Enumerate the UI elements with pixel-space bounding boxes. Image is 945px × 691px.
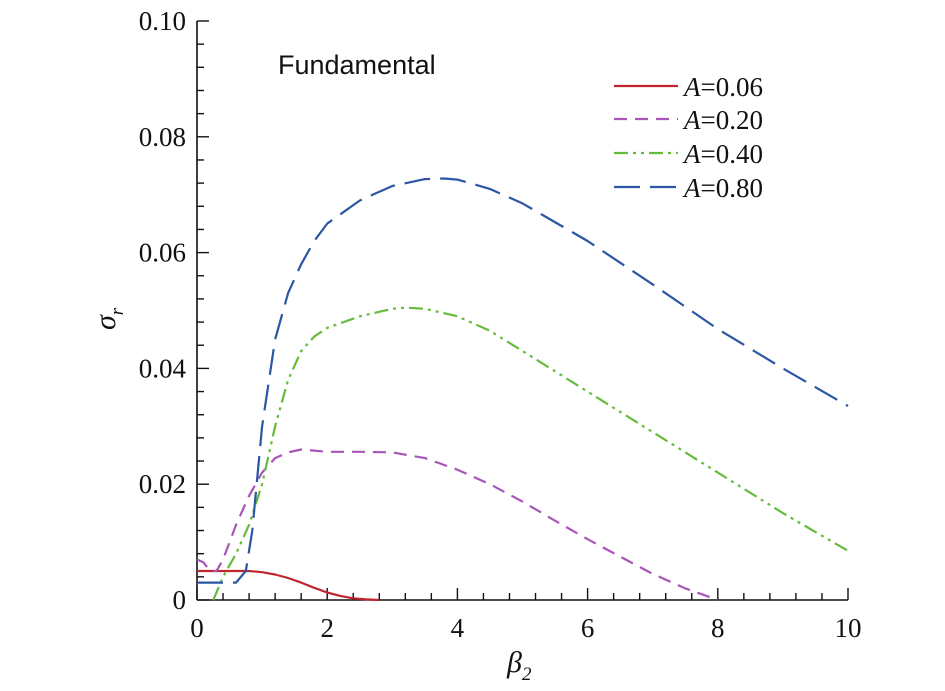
legend-label-3: A=0.40 <box>682 139 763 169</box>
y-axis-title: σr <box>89 307 128 330</box>
x-axis-title-main: β <box>506 646 522 679</box>
legend-var: A <box>682 173 701 203</box>
y-tick-label: 0.10 <box>139 6 186 36</box>
y-tick-label: 0.02 <box>139 469 186 499</box>
ticks <box>196 20 849 601</box>
legend-var: A <box>682 105 701 135</box>
legend: A=0.06A=0.20A=0.40A=0.80 <box>614 72 763 203</box>
series-layer <box>196 177 849 602</box>
y-axis-title-main: σ <box>89 314 122 330</box>
x-tick-label: 8 <box>711 613 725 643</box>
legend-label-1: A=0.06 <box>682 72 763 102</box>
legend-value: =0.06 <box>701 72 763 102</box>
x-tick-label: 0 <box>190 613 204 643</box>
series-line-3 <box>212 306 849 601</box>
y-axis-title-sub: r <box>107 307 128 315</box>
legend-var: A <box>682 72 701 102</box>
axes <box>196 21 848 601</box>
y-tick-label: 0.06 <box>139 238 186 268</box>
y-tick-label: 0.04 <box>139 353 187 383</box>
legend-value: =0.80 <box>701 173 763 203</box>
series-line-1 <box>197 569 380 602</box>
legend-label-4: A=0.80 <box>682 173 763 203</box>
legend-var: A <box>682 139 701 169</box>
annotation-label: Fundamental <box>278 50 436 80</box>
x-tick-label: 6 <box>581 613 595 643</box>
legend-label-2: A=0.20 <box>682 105 763 135</box>
x-tick-label: 4 <box>451 613 465 643</box>
y-tick-label: 0 <box>173 585 187 615</box>
legend-value: =0.40 <box>701 139 763 169</box>
x-tick-label: 2 <box>320 613 334 643</box>
y-tick-label: 0.08 <box>139 122 186 152</box>
x-axis-title-sub: 2 <box>522 664 532 685</box>
tick-labels: 0 2 4 6 8 10 0 0.02 0.04 0.06 0.08 0.10 <box>139 6 862 643</box>
x-axis-title: β2 <box>506 646 532 685</box>
series-line-2 <box>196 448 719 602</box>
series-line-4 <box>197 177 849 584</box>
legend-value: =0.20 <box>701 105 763 135</box>
x-tick-label: 10 <box>835 613 862 643</box>
